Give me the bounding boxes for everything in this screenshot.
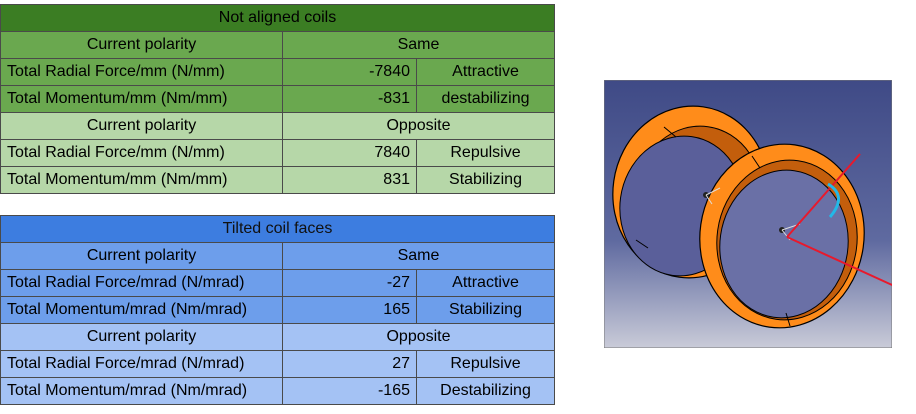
row-note: Attractive: [416, 269, 555, 297]
row-label: Total Momentum/mrad (Nm/mrad): [0, 296, 283, 324]
table-title: Tilted coil faces: [0, 215, 555, 243]
polarity-label: Current polarity: [0, 242, 283, 270]
table-title: Not aligned coils: [0, 4, 555, 32]
row-value: 165: [282, 296, 417, 324]
polarity-label: Current polarity: [0, 112, 283, 140]
polarity-value: Same: [282, 31, 555, 59]
polarity-label: Current polarity: [0, 323, 283, 351]
row-value: 27: [282, 350, 417, 378]
row-label: Total Radial Force/mrad (N/mrad): [0, 269, 283, 297]
row-note: destabilizing: [416, 85, 555, 113]
tilted-coil-faces-table: Tilted coil faces Current polarity Same …: [0, 215, 555, 405]
polarity-label: Current polarity: [0, 31, 283, 59]
row-label: Total Radial Force/mm (N/mm): [0, 58, 283, 86]
row-note: Destabilizing: [416, 377, 555, 405]
row-note: Stabilizing: [416, 166, 555, 194]
tilt-line-upper: [786, 153, 861, 238]
polarity-value: Opposite: [282, 112, 555, 140]
right-coil: [699, 143, 865, 329]
tilt-angle-arc: [827, 182, 840, 218]
row-value: -7840: [282, 58, 417, 86]
not-aligned-coils-table: Not aligned coils Current polarity Same …: [0, 4, 555, 194]
row-label: Total Radial Force/mrad (N/mrad): [0, 350, 283, 378]
axis-marker-left: [703, 187, 721, 205]
row-value: -165: [282, 377, 417, 405]
row-label: Total Radial Force/mm (N/mm): [0, 139, 283, 167]
row-note: Repulsive: [416, 350, 555, 378]
row-note: Repulsive: [416, 139, 555, 167]
row-value: 7840: [282, 139, 417, 167]
row-note: Stabilizing: [416, 296, 555, 324]
polarity-value: Opposite: [282, 323, 555, 351]
tilt-line-lower: [786, 236, 892, 287]
row-label: Total Momentum/mm (Nm/mm): [0, 166, 283, 194]
row-label: Total Momentum/mm (Nm/mm): [0, 85, 283, 113]
row-value: -27: [282, 269, 417, 297]
row-note: Attractive: [416, 58, 555, 86]
coils-3d-render: [604, 80, 892, 348]
row-value: 831: [282, 166, 417, 194]
row-label: Total Momentum/mrad (Nm/mrad): [0, 377, 283, 405]
row-value: -831: [282, 85, 417, 113]
polarity-value: Same: [282, 242, 555, 270]
